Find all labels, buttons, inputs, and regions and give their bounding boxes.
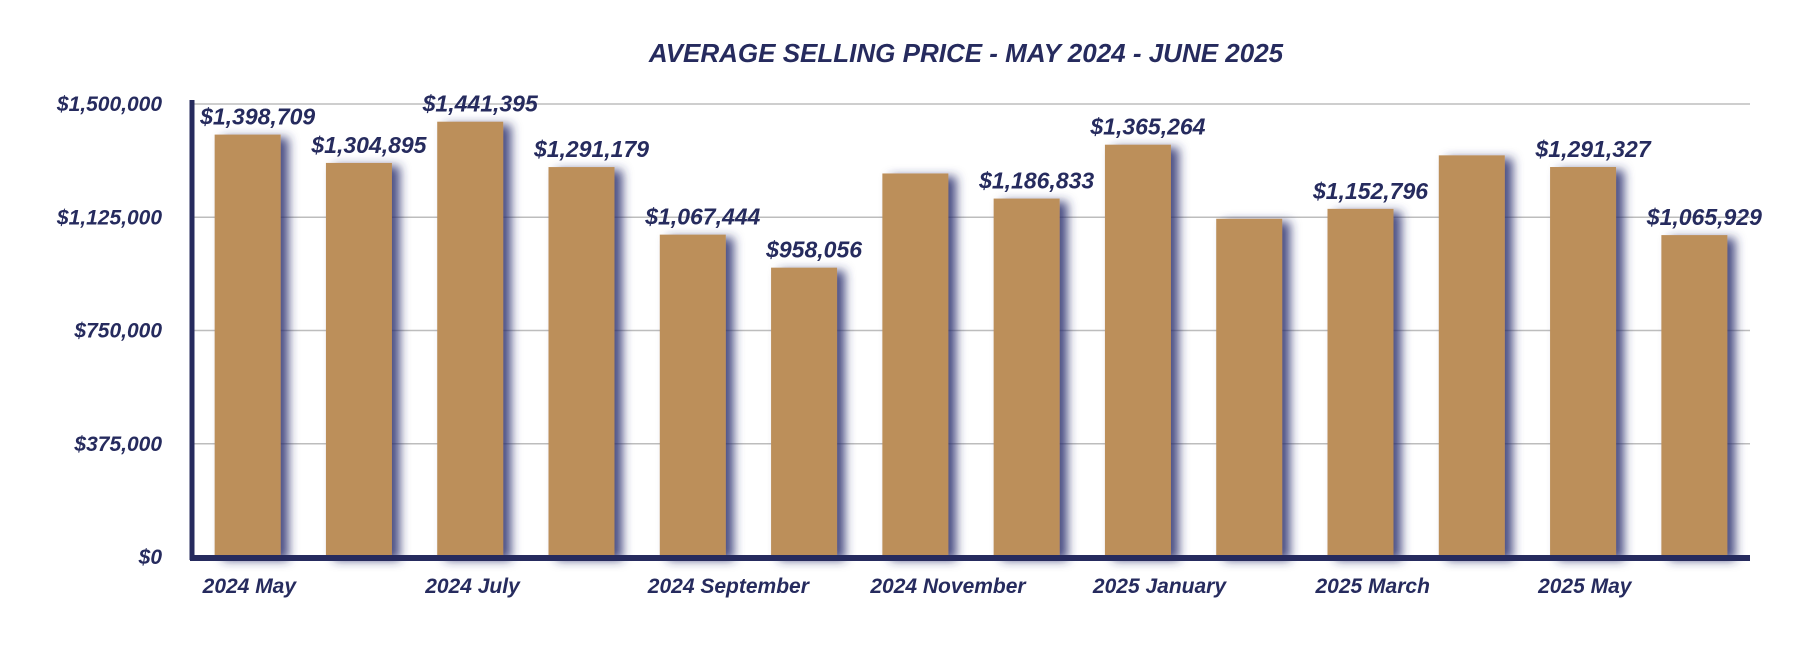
data-label: $1,067,444	[644, 204, 760, 230]
y-tick-label: $0	[138, 546, 163, 569]
x-tick-label: 2025 March	[1315, 575, 1430, 598]
x-axis-tick-labels: 2024 May 2024 July 2024 September 2024 Nove…	[202, 575, 1633, 598]
data-label: $1,186,833	[978, 168, 1094, 194]
x-tick-label: 2024 July	[424, 575, 521, 598]
bar	[325, 162, 392, 558]
bar	[1216, 218, 1283, 557]
bar	[1550, 167, 1617, 558]
x-tick-label: 2025 January	[1092, 575, 1227, 598]
data-label: $1,441,395	[422, 91, 539, 117]
data-label: $1,152,796	[1312, 178, 1428, 204]
bar	[771, 267, 838, 557]
x-tick-label: 2025 May	[1537, 575, 1633, 598]
data-label: $1,291,327	[1535, 136, 1652, 162]
bar	[1438, 155, 1505, 557]
y-tick-label: $750,000	[73, 320, 162, 343]
bar	[882, 173, 949, 557]
axes	[189, 100, 1750, 561]
chart-title: AVERAGE SELLING PRICE - MAY 2024 - JUNE …	[648, 38, 1284, 68]
data-label: $1,065,929	[1646, 204, 1762, 230]
bar	[1327, 208, 1394, 558]
bar	[993, 198, 1060, 558]
y-tick-label: $1,500,000	[56, 93, 162, 116]
data-label: $1,365,264	[1089, 114, 1205, 140]
x-tick-label: 2024 May	[202, 575, 298, 598]
y-tick-label: $1,125,000	[56, 206, 162, 229]
bar	[437, 121, 504, 558]
bars	[214, 121, 1728, 558]
bar	[1104, 144, 1171, 557]
y-axis-tick-labels: $0 $375,000 $750,000 $1,125,000 $1,500,000	[56, 93, 162, 569]
bar	[1661, 235, 1728, 557]
bar	[214, 134, 281, 557]
data-label: $1,398,709	[199, 104, 315, 130]
data-label: $1,291,179	[533, 136, 649, 162]
x-tick-label: 2024 November	[869, 575, 1027, 598]
data-label: $958,056	[765, 237, 862, 263]
x-tick-label: 2024 September	[647, 575, 811, 598]
bar	[659, 234, 726, 558]
bar	[548, 167, 615, 557]
data-labels: $1,398,709$1,304,895 $1,441,395 $1,291,179…	[199, 91, 1762, 263]
y-tick-label: $375,000	[73, 433, 162, 456]
data-label: $1,304,895	[310, 132, 427, 158]
